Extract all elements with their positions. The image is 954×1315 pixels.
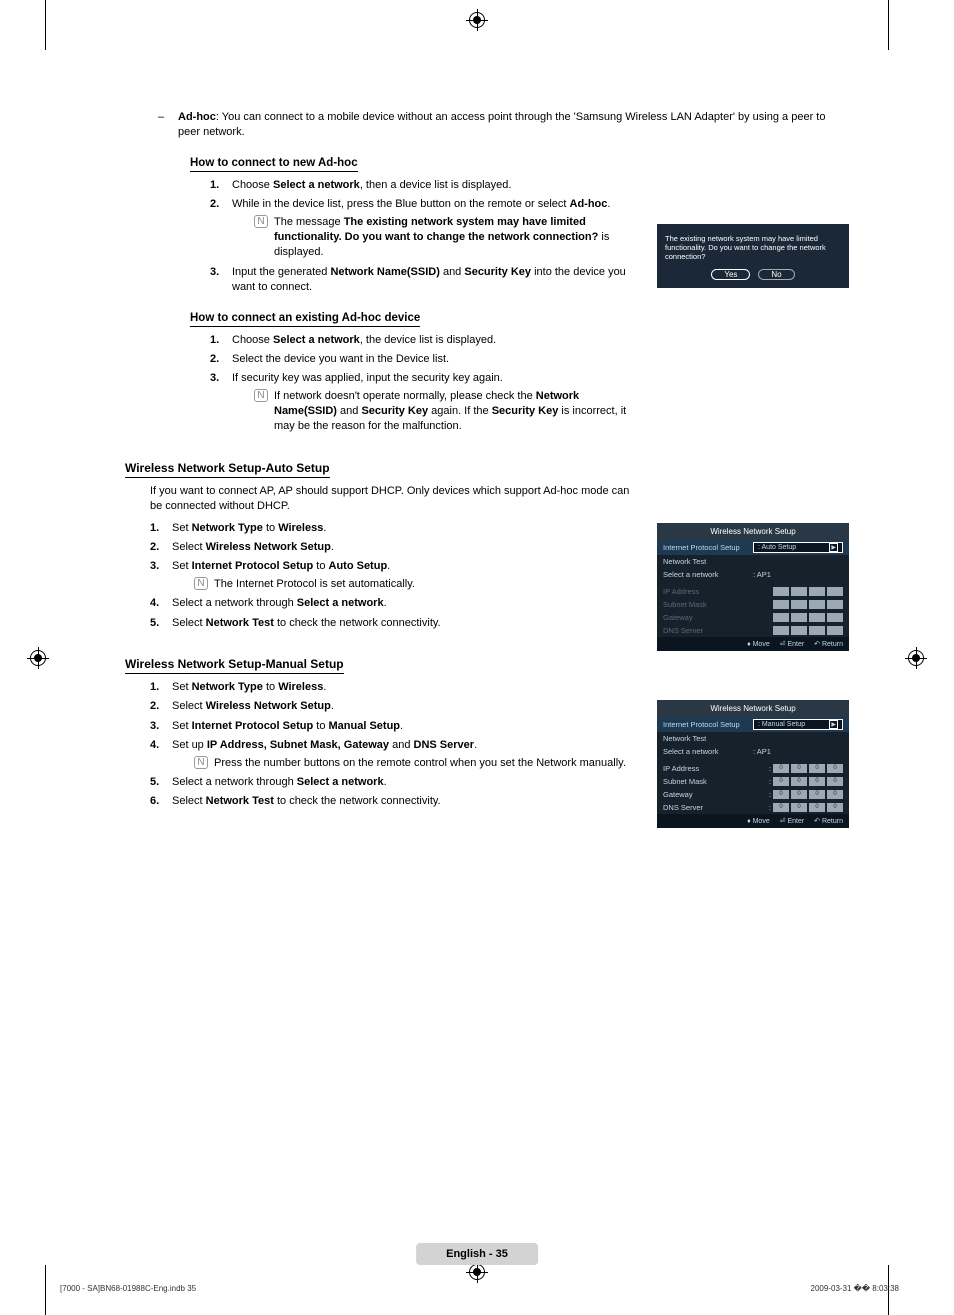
note-icon: N [194, 756, 208, 769]
arrow-right-icon: ▶ [829, 720, 838, 729]
panel-label[interactable]: Network Test [663, 734, 843, 743]
yes-button[interactable]: Yes [711, 269, 750, 280]
list-number: 1. [150, 680, 172, 695]
panel-label[interactable]: Select a network [663, 570, 753, 579]
panel-label: Gateway [663, 790, 769, 799]
section-intro: If you want to connect AP, AP should sup… [150, 484, 640, 515]
list-number: 2. [210, 352, 232, 367]
panel-label[interactable]: Select a network [663, 747, 753, 756]
list-text: Input the generated Network Name(SSID) a… [232, 265, 630, 296]
list-number: 3. [210, 371, 232, 435]
doc-footer-left: [7000 - SA]BN68-01988C-Eng.indb 35 [60, 1284, 196, 1293]
wireless-setup-panel-manual: Wireless Network Setup Internet Protocol… [657, 700, 849, 828]
arrow-right-icon: ▶ [829, 543, 838, 552]
list-number: 1. [210, 178, 232, 193]
list-text: If security key was applied, input the s… [232, 371, 630, 435]
list-number: 4. [150, 738, 172, 771]
list-number: 2. [150, 540, 172, 555]
panel-value[interactable]: : Auto Setup▶ [753, 542, 843, 553]
section-heading: How to connect to new Ad-hoc [190, 157, 358, 172]
note-text: The message The existing network system … [274, 215, 630, 261]
list-number: 2. [150, 699, 172, 714]
panel-footer: ♦ Move ⏎ Enter ↶ Return [657, 814, 849, 828]
list-number: 3. [150, 559, 172, 592]
list-number: 5. [150, 775, 172, 790]
list-number: 1. [150, 521, 172, 536]
section-heading: How to connect an existing Ad-hoc device [190, 312, 420, 327]
note-icon: N [254, 389, 268, 402]
list-text: While in the device list, press the Blue… [232, 197, 630, 261]
adhoc-text: Ad-hoc: You can connect to a mobile devi… [178, 110, 834, 141]
panel-label: Internet Protocol Setup [663, 720, 753, 729]
panel-label: Subnet Mask [663, 600, 773, 609]
page-number: English - 35 [416, 1243, 538, 1265]
doc-footer-right: 2009-03-31 �� 8:03:38 [811, 1284, 899, 1293]
panel-label[interactable]: Network Test [663, 557, 843, 566]
list-text: Set Network Type to Wireless. [172, 680, 834, 695]
list-number: 3. [150, 719, 172, 734]
panel-value: : AP1 [753, 747, 843, 756]
panel-label: IP Address [663, 587, 773, 596]
panel-label: DNS Server [663, 626, 773, 635]
panel-label: IP Address [663, 764, 769, 773]
bullet-dash: – [150, 110, 178, 141]
list-number: 1. [210, 333, 232, 348]
section-header: Wireless Network Setup-Auto Setup [125, 461, 330, 478]
wireless-setup-panel-auto: Wireless Network Setup Internet Protocol… [657, 523, 849, 651]
panel-value[interactable]: : Manual Setup▶ [753, 719, 843, 730]
list-number: 5. [150, 616, 172, 631]
list-text: Choose Select a network, then a device l… [232, 178, 834, 193]
note-icon: N [194, 577, 208, 590]
dialog-text: The existing network system may have lim… [665, 234, 841, 261]
list-number: 2. [210, 197, 232, 261]
note-icon: N [254, 215, 268, 228]
panel-value: : AP1 [753, 570, 843, 579]
note-text: If network doesn't operate normally, ple… [274, 389, 630, 435]
list-number: 4. [150, 596, 172, 611]
list-text: Select the device you want in the Device… [232, 352, 834, 367]
no-button[interactable]: No [758, 269, 794, 280]
panel-label: Internet Protocol Setup [663, 543, 753, 552]
list-number: 3. [210, 265, 232, 296]
dialog-network-change: The existing network system may have lim… [657, 224, 849, 288]
section-header: Wireless Network Setup-Manual Setup [125, 657, 344, 674]
list-number: 6. [150, 794, 172, 809]
panel-label: DNS Server [663, 803, 769, 812]
list-text: Choose Select a network, the device list… [232, 333, 834, 348]
registration-mark-icon [469, 1264, 485, 1280]
panel-title: Wireless Network Setup [657, 523, 849, 540]
panel-label: Gateway [663, 613, 773, 622]
panel-footer: ♦ Move ⏎ Enter ↶ Return [657, 637, 849, 651]
panel-label: Subnet Mask [663, 777, 769, 786]
panel-title: Wireless Network Setup [657, 700, 849, 717]
